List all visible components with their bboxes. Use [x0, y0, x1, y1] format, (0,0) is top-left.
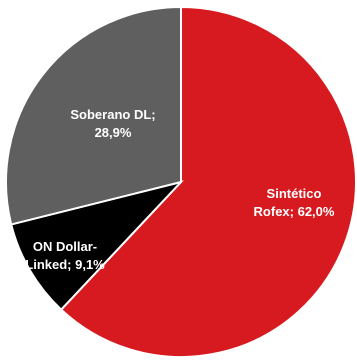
- pie-slices: [5, 5, 357, 358]
- pie-slice-soberano-dl: [5, 5, 182, 226]
- pie-label-on-dollar-linked: ON Dollar- Linked; 9,1%: [25, 239, 105, 272]
- pie-label-line: 28,9%: [95, 125, 132, 140]
- pie-label-line: ON Dollar-: [33, 239, 97, 254]
- pie-label-line: Sintético: [267, 186, 322, 201]
- pie-label-soberano-dl: Soberano DL; 28,9%: [70, 107, 155, 140]
- pie-label-line: Rofex; 62,0%: [254, 204, 335, 219]
- pie-slice-sint-tico-rofex: [59, 5, 357, 358]
- pie-label-line: Linked; 9,1%: [25, 257, 105, 272]
- pie-label-line: Soberano DL;: [70, 107, 155, 122]
- pie-labels: Sintético Rofex; 62,0% ON Dollar- Linked; 9…: [25, 107, 335, 272]
- pie-label-sint-tico-rofex: Sintético Rofex; 62,0%: [254, 186, 335, 219]
